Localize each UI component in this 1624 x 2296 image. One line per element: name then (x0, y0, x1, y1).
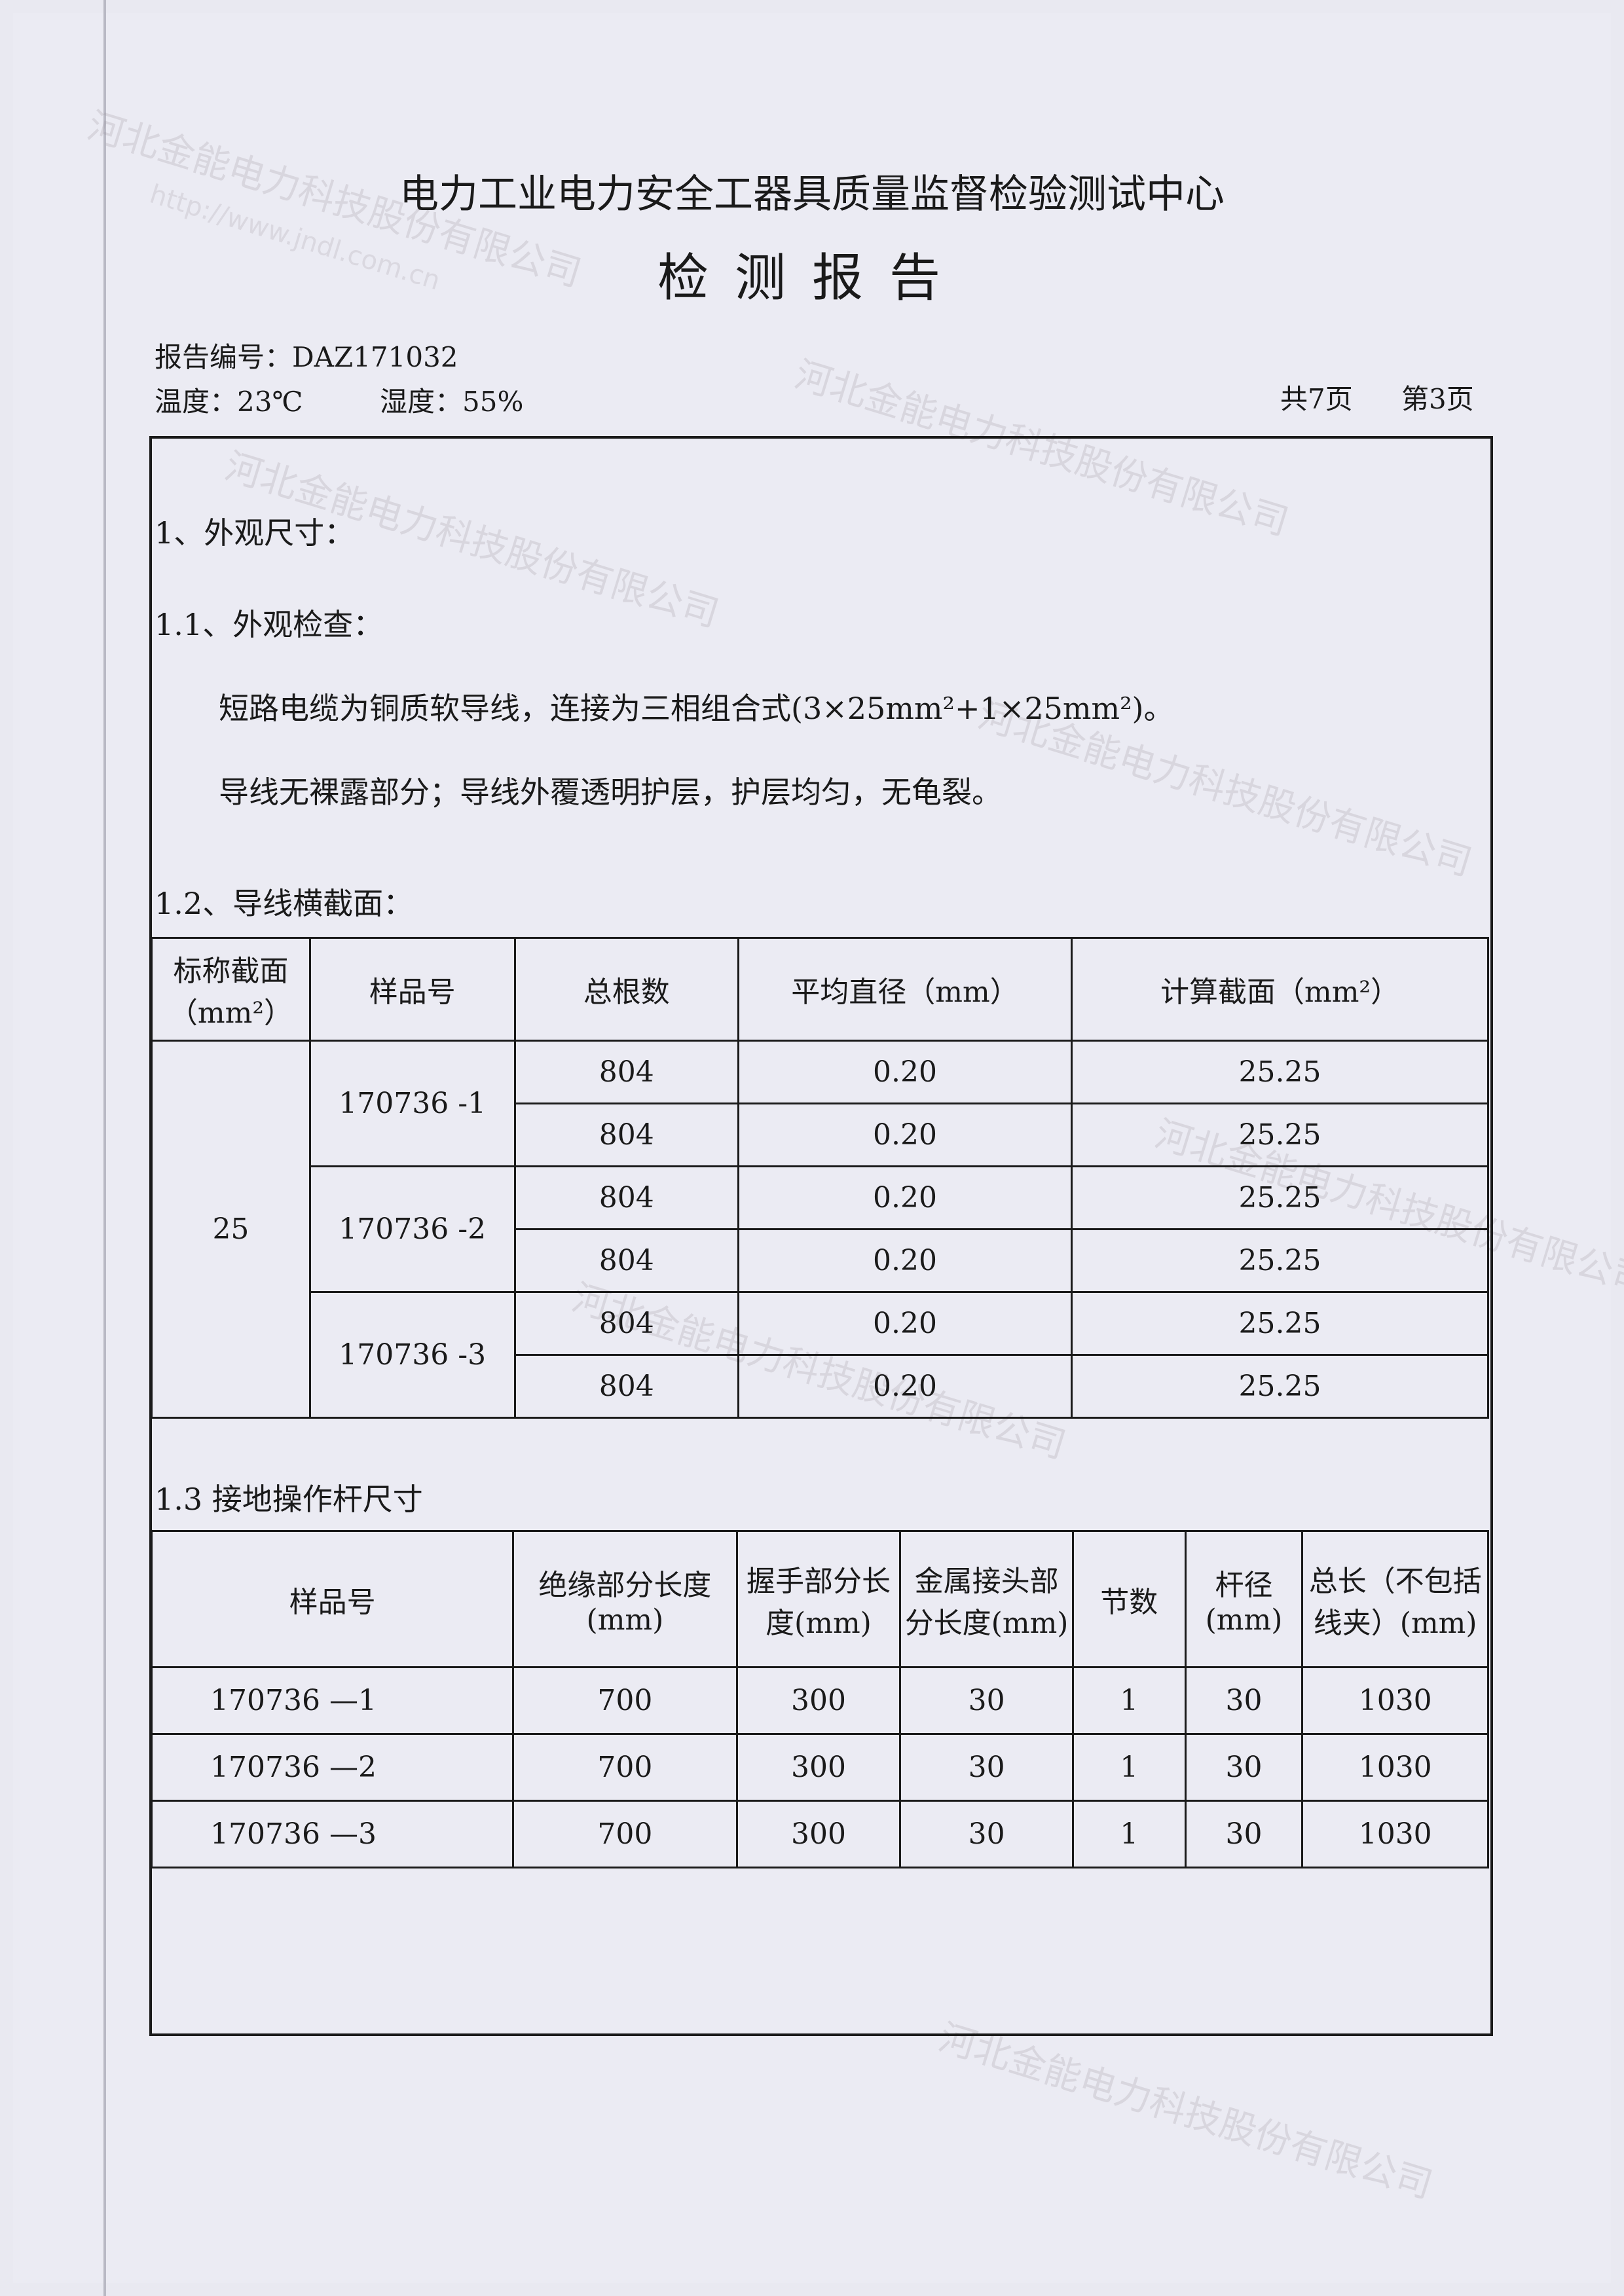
cell: 1030 (1301, 1733, 1489, 1802)
current-page: 第3页 (1401, 383, 1474, 415)
binding-fold-line (103, 0, 106, 2296)
section-1-3-heading: 1.3 接地操作杆尺寸 (155, 1482, 423, 1517)
section-1-2-heading: 1.2、导线横截面： (155, 886, 414, 921)
temperature: 温度：23℃ (155, 386, 303, 418)
section-1-1-heading: 1.1、外观检查： (155, 607, 384, 642)
cell: 30 (899, 1666, 1074, 1735)
cell: 804 (513, 1102, 739, 1167)
cell: 1030 (1301, 1800, 1489, 1868)
operating-rod-table: 样品号 绝缘部分长度(mm) 握手部分长度(mm) 金属接头部分长度(mm) 节… (150, 1530, 1489, 1868)
report-title: 检测报告 (657, 249, 967, 308)
table-row: 170736 —1 700 300 30 1 30 1030 (150, 1666, 1489, 1735)
total-pages: 共7页 (1280, 383, 1353, 415)
table-header-row: 样品号 绝缘部分长度(mm) 握手部分长度(mm) 金属接头部分长度(mm) 节… (150, 1530, 1489, 1668)
table-row: 804 0.20 25.25 (152, 1354, 1489, 1419)
cell: 700 (512, 1666, 738, 1735)
cell: 804 (513, 1354, 739, 1419)
header-cell: 绝缘部分长度(mm) (512, 1530, 738, 1668)
table-row: 804 0.20 25.25 (152, 1228, 1489, 1293)
cell: 1 (1071, 1800, 1187, 1868)
header-cell: 总长（不包括线夹）(mm) (1301, 1530, 1489, 1668)
cell: 25.25 (1071, 1228, 1489, 1293)
cell: 30 (899, 1800, 1074, 1868)
cell: 700 (512, 1800, 738, 1868)
cell: 1 (1071, 1733, 1187, 1802)
cell: 0.20 (737, 1040, 1073, 1104)
cell: 25.25 (1071, 1040, 1489, 1104)
cell: 804 (513, 1165, 739, 1230)
sample-cell: 170736 -3 (308, 1291, 516, 1419)
header-cell: 金属接头部分长度(mm) (899, 1530, 1074, 1668)
sample-cell: 170736 -2 (308, 1165, 516, 1293)
cell: 804 (513, 1040, 739, 1104)
cell: 300 (735, 1666, 902, 1735)
table-row: 170736 -3 804 0.20 25.25 (152, 1291, 1489, 1419)
report-content-frame (149, 436, 1493, 2036)
appearance-text-1: 短路电缆为铜质软导线，连接为三相组合式(3×25mm²+1×25mm²)。 (219, 691, 1174, 726)
cell: 30 (1184, 1800, 1304, 1868)
table-row: 170736 —3 700 300 30 1 30 1030 (150, 1800, 1489, 1868)
table-row: 170736 -2 804 0.20 25.25 (152, 1165, 1489, 1293)
section-1-heading: 1、外观尺寸： (155, 515, 355, 551)
cell: 30 (1184, 1733, 1304, 1802)
sample-cell: 170736 -1 (308, 1040, 516, 1167)
cell: 25.25 (1071, 1165, 1489, 1230)
cell: 804 (513, 1228, 739, 1293)
cell: 30 (899, 1733, 1074, 1802)
cell: 30 (1184, 1666, 1304, 1735)
report-number: 报告编号：DAZ171032 (155, 341, 458, 373)
cell: 1 (1071, 1666, 1187, 1735)
cell: 170736 —2 (150, 1733, 515, 1802)
header-cell: 样品号 (150, 1530, 515, 1668)
cell: 700 (512, 1733, 738, 1802)
cell: 0.20 (737, 1354, 1073, 1419)
nominal-cell: 25 (151, 1040, 311, 1419)
cell: 170736 —1 (150, 1666, 515, 1735)
cell: 170736 —3 (150, 1800, 515, 1868)
organization-title: 电力工业电力安全工器具质量监督检验测试中心 (399, 172, 1225, 217)
cell: 300 (735, 1800, 902, 1868)
header-cell: 杆径(mm) (1184, 1530, 1304, 1668)
cell: 0.20 (737, 1291, 1073, 1356)
header-cell: 平均直径（mm） (737, 937, 1073, 1042)
cell: 25.25 (1071, 1102, 1489, 1167)
table-row: 170736 —2 700 300 30 1 30 1030 (150, 1733, 1489, 1802)
cell: 0.20 (737, 1165, 1073, 1230)
header-cell: 标称截面（mm²） (151, 937, 311, 1042)
cell: 25.25 (1071, 1291, 1489, 1356)
table-row: 25 170736 -1 804 0.20 25.25 (151, 1040, 1489, 1419)
appearance-text-2: 导线无裸露部分；导线外覆透明护层，护层均匀，无龟裂。 (219, 774, 1002, 810)
header-cell: 握手部分长度(mm) (735, 1530, 902, 1668)
cross-section-table: 标称截面（mm²） 样品号 总根数 平均直径（mm） 计算截面（mm²） 25 … (151, 937, 1489, 1419)
cell: 804 (513, 1291, 739, 1356)
humidity: 湿度：55% (380, 386, 524, 418)
header-cell: 计算截面（mm²） (1071, 937, 1489, 1042)
cell: 300 (735, 1733, 902, 1802)
cell: 0.20 (737, 1102, 1073, 1167)
header-cell: 样品号 (308, 937, 516, 1042)
header-cell: 总根数 (513, 937, 739, 1042)
table-row: 804 0.20 25.25 (152, 1102, 1489, 1167)
table-header-row: 标称截面（mm²） 样品号 总根数 平均直径（mm） 计算截面（mm²） (151, 937, 1489, 1042)
cell: 1030 (1301, 1666, 1489, 1735)
header-cell: 节数 (1071, 1530, 1187, 1668)
cell: 25.25 (1071, 1354, 1489, 1419)
cell: 0.20 (737, 1228, 1073, 1293)
